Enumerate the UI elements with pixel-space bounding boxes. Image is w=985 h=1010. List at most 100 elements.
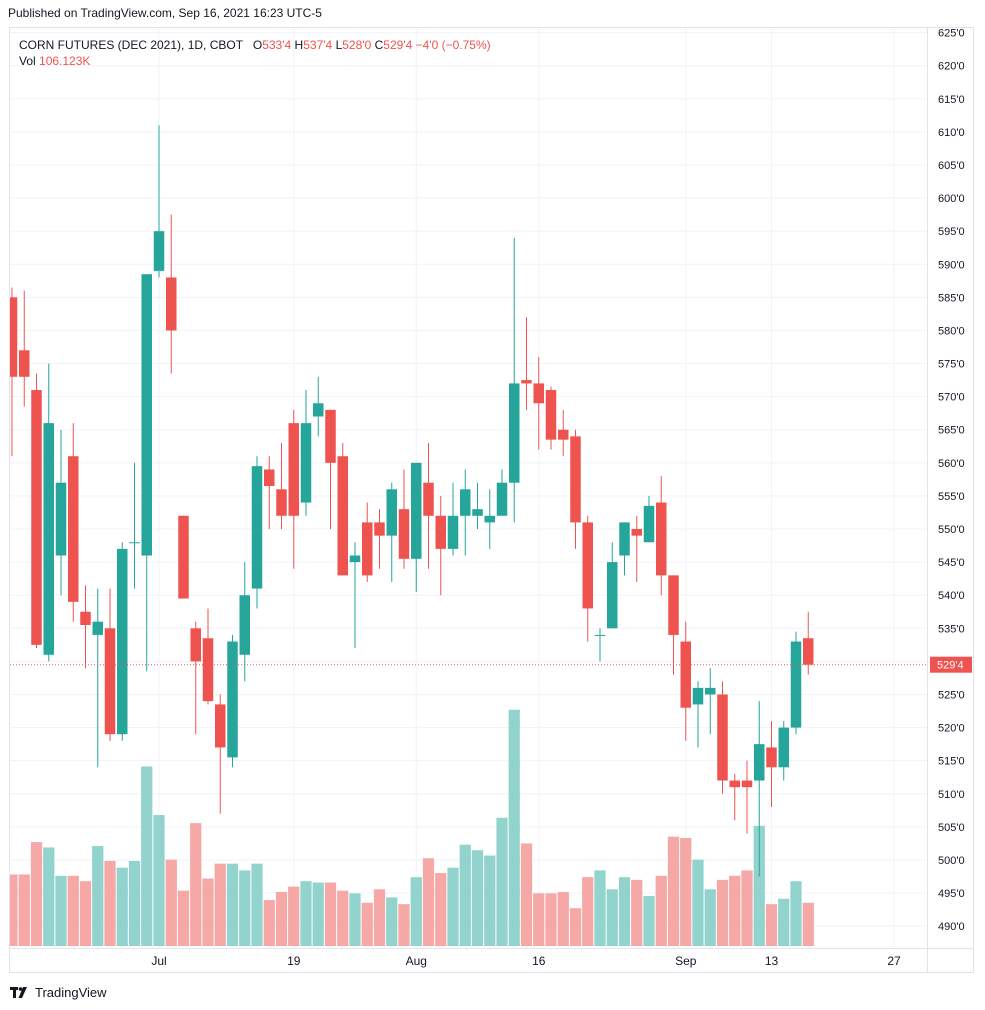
candle-body xyxy=(398,509,410,559)
volume-bar xyxy=(471,850,484,946)
volume-bar xyxy=(116,867,128,946)
volume-bar xyxy=(337,890,349,946)
candle-body xyxy=(349,555,361,563)
candle-body xyxy=(80,611,91,625)
volume-bar xyxy=(288,886,300,946)
candle-body xyxy=(239,595,250,655)
candle-body xyxy=(313,403,324,417)
volume-bar xyxy=(582,877,594,946)
volume-bar xyxy=(606,889,618,946)
candle-body xyxy=(337,456,348,576)
candle-body xyxy=(227,641,238,758)
candle-body xyxy=(166,277,177,331)
legend-volume-label: Vol xyxy=(19,54,36,68)
candle-body xyxy=(533,383,544,404)
candle-body xyxy=(153,231,165,271)
candle-body xyxy=(31,390,42,645)
price-tick-label: 565'0 xyxy=(938,425,965,437)
volume-bar xyxy=(312,882,324,946)
price-tick-label: 610'0 xyxy=(938,127,965,139)
volume-bar xyxy=(520,843,533,946)
candle-body xyxy=(582,522,593,609)
volume-bar xyxy=(324,882,337,946)
candle-body xyxy=(496,482,508,516)
candle-body xyxy=(717,694,728,781)
volume-bar xyxy=(67,875,79,946)
legend-low-label: L xyxy=(335,38,343,52)
price-axis[interactable]: 490'0 495'0 500'0 505'0 510'0 515'0 520'0 525'0… xyxy=(938,28,965,933)
candle-body xyxy=(472,509,483,516)
volume-bar xyxy=(361,902,373,946)
volume-bar xyxy=(141,766,153,946)
legend-open-label: O xyxy=(252,38,263,52)
candle-body xyxy=(435,515,446,549)
volume-bar xyxy=(594,870,606,946)
volume-bar xyxy=(349,893,361,946)
volume-bar xyxy=(43,847,55,946)
candle-body xyxy=(741,780,753,788)
last-price-label-text: 529'4 xyxy=(937,660,964,672)
candle-body xyxy=(656,502,667,576)
price-tick-label: 580'0 xyxy=(938,325,965,337)
tradingview-footer[interactable]: TradingView xyxy=(10,985,107,1000)
candle-body xyxy=(643,505,655,543)
candle-body xyxy=(104,628,116,735)
candle-body xyxy=(10,297,18,377)
candles xyxy=(10,125,814,877)
candle-body xyxy=(92,621,103,635)
legend-row-volume: Vol 106.123K xyxy=(19,53,491,69)
volume-bar xyxy=(496,817,508,946)
volume-bar xyxy=(165,859,177,946)
volume-bar xyxy=(790,881,802,946)
candle-body xyxy=(411,462,422,559)
price-tick-label: 545'0 xyxy=(938,557,965,569)
legend-symbol: CORN FUTURES (DEC 2021), 1D, CBOT xyxy=(19,38,243,52)
price-tick-label: 555'0 xyxy=(938,491,965,503)
volume-bar xyxy=(557,892,569,946)
volume-bar xyxy=(275,892,288,946)
candle-body xyxy=(447,515,459,549)
volume-bar xyxy=(447,867,459,946)
chart-panel[interactable]: 490'0 495'0 500'0 505'0 510'0 515'0 520'0 525'0… xyxy=(9,27,974,973)
volume-bar xyxy=(263,900,275,946)
volume-bar xyxy=(239,870,251,946)
candle-body xyxy=(460,489,471,516)
time-tick-label: 19 xyxy=(287,954,301,968)
price-tick-label: 520'0 xyxy=(938,723,965,735)
price-tick-label: 550'0 xyxy=(938,524,965,536)
candle-body xyxy=(202,638,214,702)
price-tick-label: 585'0 xyxy=(938,292,965,304)
price-tick-label: 615'0 xyxy=(938,94,965,106)
volume-bar xyxy=(104,860,116,946)
time-tick-label: Sep xyxy=(675,954,697,968)
candle-body xyxy=(386,489,397,536)
candle-body xyxy=(594,634,606,636)
price-tick-label: 495'0 xyxy=(938,888,965,900)
candle-body xyxy=(178,515,189,599)
volume-bar xyxy=(226,863,239,946)
volume-bar xyxy=(251,863,263,946)
time-axis[interactable]: Jul 19 Aug 16 Sep 13 27 xyxy=(151,954,901,968)
volume-bar xyxy=(569,908,582,946)
price-tick-label: 600'0 xyxy=(938,193,965,205)
candle-body xyxy=(141,274,152,556)
volume-bar xyxy=(631,879,643,946)
candle-body xyxy=(190,628,201,662)
candle-body xyxy=(705,687,716,695)
volume-bar xyxy=(398,904,410,946)
volume-bar xyxy=(704,889,716,946)
volume-bar xyxy=(190,823,202,946)
volume-bar xyxy=(202,878,214,946)
volume-bar xyxy=(778,898,790,946)
legend-low-value: 528'0 xyxy=(342,38,372,52)
candle-body xyxy=(19,350,30,377)
candle-body xyxy=(729,780,740,788)
legend-high-label: H xyxy=(294,38,304,52)
price-tick-label: 625'0 xyxy=(938,28,965,40)
price-tick-label: 605'0 xyxy=(938,160,965,172)
volume-bar xyxy=(10,874,18,946)
candle-body xyxy=(325,409,336,463)
last-price-label-bg xyxy=(930,656,972,673)
candlestick-chart[interactable]: 490'0 495'0 500'0 505'0 510'0 515'0 520'0 525'0… xyxy=(10,28,973,972)
price-tick-label: 510'0 xyxy=(938,789,965,801)
